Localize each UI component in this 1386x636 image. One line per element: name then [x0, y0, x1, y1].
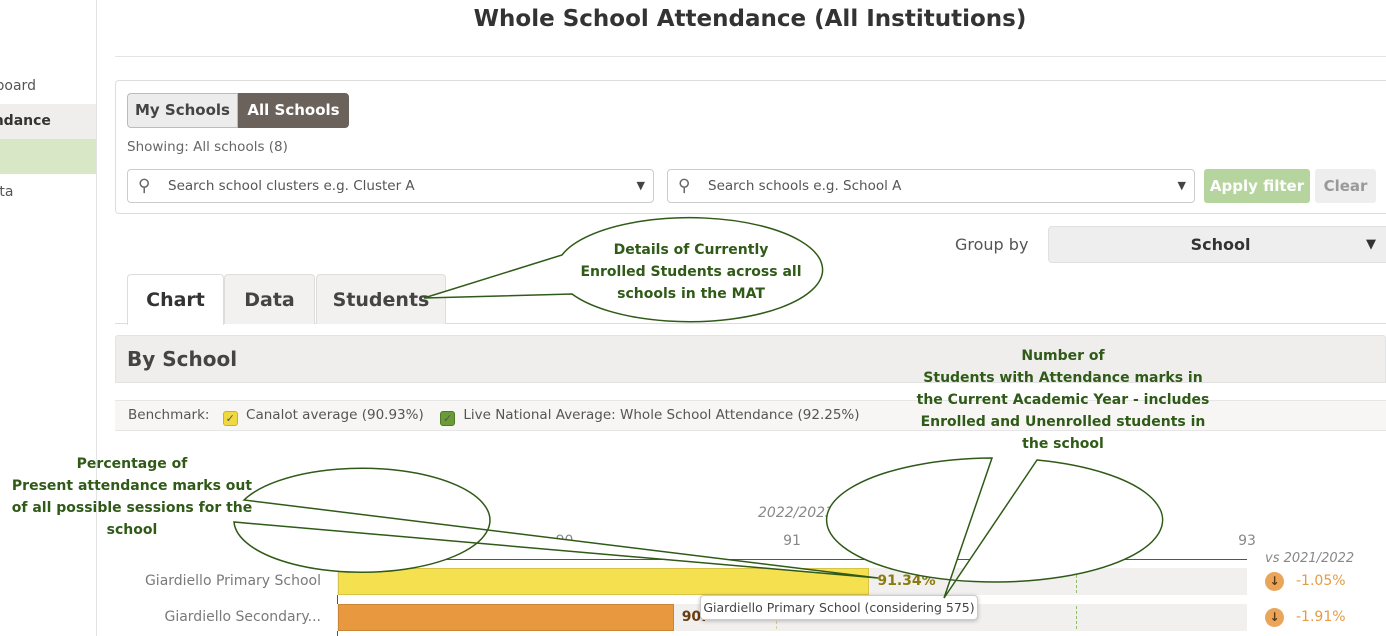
- benchmark-line: [1076, 570, 1078, 593]
- callout-students: [423, 216, 824, 323]
- sidebar-item-data[interactable]: Data: [0, 184, 14, 200]
- group-by-select[interactable]: School ▼: [1048, 226, 1386, 263]
- page-title: Whole School Attendance (All Institution…: [473, 6, 1027, 32]
- bar-value-label: 91.34%: [877, 573, 936, 589]
- category-label: Giardiello Primary School: [144, 573, 321, 589]
- callout-percentage-text: Percentage of Present attendance marks ou…: [11, 456, 253, 538]
- sidebar-item-active[interactable]: [0, 139, 96, 174]
- cluster-search-input[interactable]: ⚲ Search school clusters e.g. Cluster A …: [127, 169, 654, 203]
- benchmark-row: Benchmark: ✓ Canalot average (90.93%) ✓ …: [115, 400, 1386, 431]
- my-schools-button[interactable]: My Schools: [127, 93, 238, 128]
- national-benchmark-checkbox[interactable]: ✓: [440, 411, 456, 426]
- tab-chart[interactable]: Chart: [127, 274, 224, 325]
- chart-tooltip: Giardiello Primary School (considering 5…: [700, 595, 978, 620]
- category-label: Giardiello Secondary...: [164, 609, 321, 625]
- comparison-header: vs 2021/2022: [1265, 551, 1355, 566]
- x-tick-label: 91: [783, 533, 801, 549]
- search-icon: ⚲: [678, 176, 691, 196]
- chevron-down-icon: ▼: [1177, 179, 1186, 192]
- arrow-down-icon: ↓: [1265, 572, 1284, 591]
- y-axis-line: [337, 559, 338, 636]
- callout-considering: [825, 457, 1164, 599]
- comparison-value: -1.05%: [1296, 573, 1346, 589]
- callout-considering-text: Number of Students with Attendance marks …: [916, 348, 1210, 452]
- clear-button[interactable]: Clear: [1315, 169, 1376, 203]
- school-search-input[interactable]: ⚲ Search schools e.g. School A ▼: [667, 169, 1195, 203]
- tab-baseline: [115, 323, 1386, 324]
- callout-students-text: Details of Currently Enrolled Students ac…: [580, 242, 802, 302]
- filter-panel: [115, 80, 1386, 214]
- canalot-benchmark-checkbox[interactable]: ✓: [222, 411, 238, 426]
- search-icon: ⚲: [138, 176, 151, 196]
- showing-count: Showing: All schools (8): [127, 139, 288, 155]
- section-title: By School: [115, 335, 1386, 383]
- bar[interactable]: [338, 568, 870, 595]
- chart-title: 2022/2023: [758, 505, 834, 521]
- group-by-label: Group by: [955, 235, 1029, 254]
- sidebar-item-attendance[interactable]: Attendance: [0, 104, 96, 139]
- divider: [115, 56, 1386, 57]
- comparison-value: -1.91%: [1296, 609, 1346, 625]
- sidebar: Dashboard Attendance Data: [0, 0, 97, 636]
- sidebar-item-dashboard[interactable]: Dashboard: [0, 78, 36, 94]
- all-schools-button[interactable]: All Schools: [238, 93, 349, 128]
- x-axis-line: [337, 559, 1247, 560]
- chevron-down-icon: ▼: [1366, 237, 1376, 252]
- arrow-down-icon: ↓: [1265, 608, 1284, 627]
- tab-data[interactable]: Data: [224, 274, 315, 324]
- callout-percentage: [233, 467, 879, 579]
- apply-filter-button[interactable]: Apply filter: [1204, 169, 1310, 203]
- tab-students[interactable]: Students: [316, 274, 446, 324]
- benchmark-line: [1076, 606, 1078, 629]
- chevron-down-icon: ▼: [636, 179, 645, 192]
- bar[interactable]: [338, 604, 674, 631]
- x-tick-label: 93: [1238, 533, 1256, 549]
